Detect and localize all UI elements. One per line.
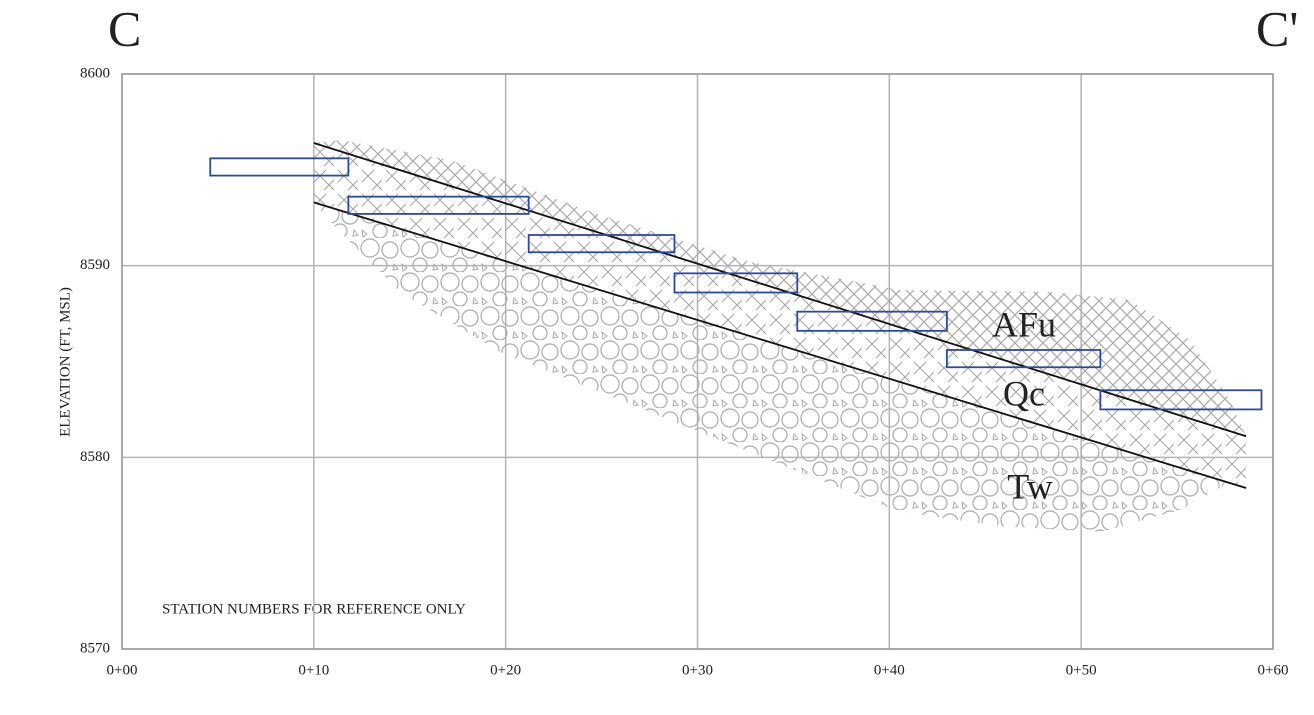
y-tick-label: 8580 [80, 449, 110, 465]
x-tick-label: 0+60 [1258, 662, 1289, 678]
x-tick-label: 0+00 [107, 662, 138, 678]
x-tick-label: 0+40 [874, 662, 905, 678]
x-tick-label: 0+10 [298, 662, 329, 678]
contact-line [313, 142, 1247, 438]
geology [313, 140, 1246, 532]
unit-label: AFu [992, 304, 1056, 344]
excavation-step [347, 195, 530, 215]
unit-label: Tw [1007, 466, 1052, 506]
section-end: C' [1256, 0, 1298, 56]
plot-frame [121, 73, 1274, 650]
x-tick-label: 0+20 [490, 662, 521, 678]
excavation-step [796, 310, 948, 332]
excavation-step [1099, 389, 1263, 411]
x-tick-label: 0+50 [1066, 662, 1097, 678]
x-tick-label: 0+30 [682, 662, 713, 678]
excavation-step [673, 272, 799, 294]
excavation-step [945, 349, 1102, 369]
contact-line [313, 201, 1247, 489]
qc-region [313, 143, 1246, 488]
section-start: C [108, 0, 141, 56]
y-tick-label: 8590 [80, 257, 110, 273]
y-tick-label: 8600 [80, 65, 110, 81]
excavation-step [527, 234, 676, 254]
unit-label: Qc [1003, 373, 1045, 413]
y-axis-label: ELEVATION (FT, MSL) [57, 287, 73, 437]
excavation-step [209, 157, 350, 177]
tw-region [313, 202, 1246, 532]
y-tick-label: 8570 [80, 640, 110, 656]
